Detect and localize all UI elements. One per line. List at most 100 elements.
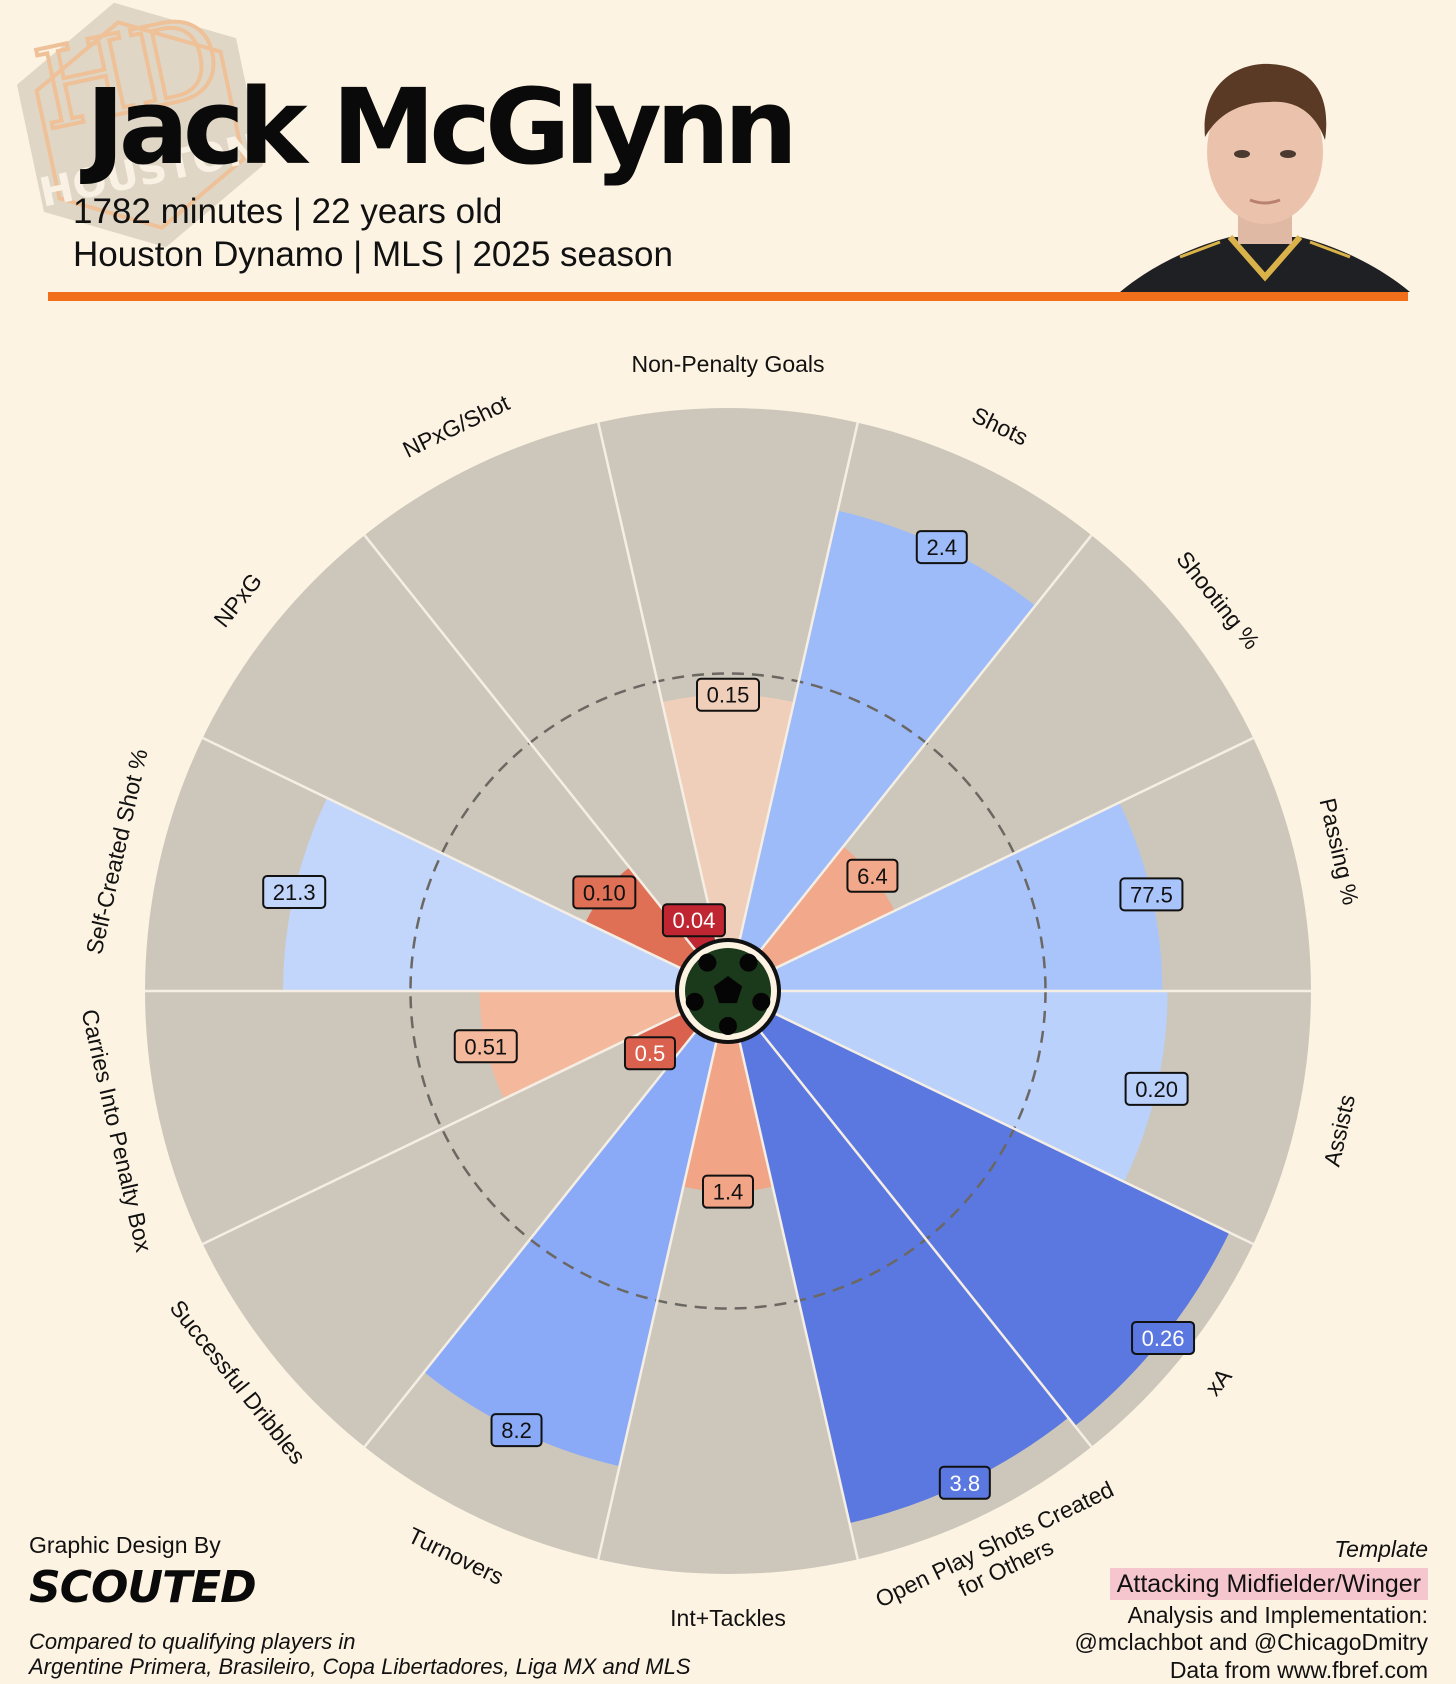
category-label-line: Turnovers bbox=[404, 1522, 508, 1590]
template-label: Template bbox=[1334, 1536, 1428, 1562]
radar-divider bbox=[363, 534, 697, 952]
value-label-text: 0.26 bbox=[1142, 1326, 1185, 1351]
soccer-ball-patch bbox=[752, 992, 771, 1011]
header-divider bbox=[48, 292, 1408, 301]
category-label-line: NPxG/Shot bbox=[398, 389, 513, 463]
value-label-text: 2.4 bbox=[926, 535, 957, 560]
radar-divider bbox=[774, 1012, 1254, 1246]
radar-divider bbox=[363, 1030, 697, 1448]
category-label-line: Carries Into Penalty Box bbox=[76, 1007, 157, 1255]
value-label: 77.5 bbox=[1119, 877, 1184, 912]
radar-bar bbox=[683, 1041, 773, 1192]
value-label: 2.4 bbox=[915, 530, 968, 565]
value-label: 0.15 bbox=[696, 677, 760, 712]
category-label: Non-Penalty Goals bbox=[631, 351, 824, 377]
radar-bar bbox=[760, 1013, 1230, 1427]
value-label: 0.26 bbox=[1131, 1320, 1196, 1355]
category-label: Passing % bbox=[1315, 796, 1365, 908]
radar-bar bbox=[283, 797, 682, 991]
category-label: NPxG/Shot bbox=[398, 389, 513, 463]
value-label: 8.2 bbox=[490, 1413, 543, 1448]
team-logo-watermark: HD HOUSTON bbox=[16, 0, 264, 248]
category-label-line: xA bbox=[1200, 1363, 1237, 1401]
value-label: 0.51 bbox=[453, 1029, 518, 1064]
soccer-ball-patch bbox=[719, 1017, 737, 1035]
category-label-line: NPxG bbox=[209, 568, 268, 632]
value-label: 3.8 bbox=[938, 1465, 991, 1500]
category-label: Assists bbox=[1319, 1092, 1361, 1169]
category-label-line: Shots bbox=[968, 402, 1032, 451]
radar-divider bbox=[597, 422, 718, 941]
category-label: xA bbox=[1200, 1363, 1237, 1401]
value-label-box bbox=[1124, 1071, 1189, 1106]
category-label-line: Passing % bbox=[1315, 796, 1365, 908]
value-label-box bbox=[702, 1174, 754, 1209]
category-label-line: Assists bbox=[1319, 1092, 1361, 1169]
player-photo bbox=[1120, 63, 1410, 292]
category-label: NPxG bbox=[209, 568, 268, 632]
player-team-league-season: Houston Dynamo | MLS | 2025 season bbox=[73, 235, 673, 274]
value-label: 0.04 bbox=[661, 903, 726, 938]
analysis-authors: @mclachbot and @ChicagoDmitry bbox=[1074, 1629, 1429, 1656]
radar-divider bbox=[738, 1041, 859, 1560]
value-label-text: 0.15 bbox=[707, 683, 750, 708]
value-label-text: 21.3 bbox=[273, 880, 316, 905]
data-source: Data from www.fbref.com bbox=[1169, 1656, 1428, 1683]
category-label: Turnovers bbox=[404, 1522, 508, 1590]
value-label-text: 8.2 bbox=[501, 1418, 532, 1443]
radar-chart: 0.15 2.4 6.4 77.5 0.20 0.26 3.8 1.4 8.2 0.5 0.51 21… bbox=[76, 351, 1365, 1631]
soccer-ball-patch bbox=[713, 976, 743, 1004]
value-label-text: 6.4 bbox=[857, 864, 888, 889]
soccer-ball-icon bbox=[675, 938, 781, 1044]
player-name: Jack McGlynn bbox=[86, 66, 798, 188]
radar-divider bbox=[759, 534, 1093, 952]
category-label-line: Non-Penalty Goals bbox=[631, 351, 824, 377]
value-label: 0.20 bbox=[1124, 1071, 1189, 1106]
radar-divider bbox=[597, 1041, 718, 1560]
value-label-box bbox=[938, 1465, 991, 1500]
comparison-line-1: Compared to qualifying players in bbox=[29, 1629, 356, 1654]
radar-bar bbox=[774, 991, 1168, 1182]
value-label-box bbox=[915, 530, 968, 565]
category-label: Int+Tackles bbox=[670, 1605, 786, 1631]
value-label: 0.10 bbox=[572, 875, 637, 910]
template-name-badge: Attacking Midfielder/Winger bbox=[1109, 1567, 1428, 1600]
soccer-ball-patch bbox=[739, 953, 758, 972]
category-label-line: Self-Created Shot % bbox=[81, 746, 153, 956]
template-info: Template Attacking Midfielder/Winger Ana… bbox=[1074, 1536, 1429, 1684]
radar-bar bbox=[662, 694, 794, 941]
value-label-text: 3.8 bbox=[950, 1471, 981, 1496]
radar-divider bbox=[738, 422, 859, 941]
analysis-label: Analysis and Implementation: bbox=[1127, 1601, 1428, 1628]
value-label-box bbox=[1119, 877, 1184, 912]
radar-bar bbox=[774, 802, 1163, 991]
value-label-box bbox=[623, 1036, 676, 1071]
value-label: 0.5 bbox=[623, 1036, 676, 1071]
radar-divider bbox=[759, 1030, 1093, 1448]
comparison-line-2: Argentine Primera, Brasileiro, Copa Libe… bbox=[29, 1654, 691, 1680]
value-label: 21.3 bbox=[262, 874, 327, 909]
value-label-text: 0.10 bbox=[583, 880, 626, 905]
value-label-box bbox=[262, 874, 327, 909]
category-label-line: Int+Tackles bbox=[670, 1605, 786, 1631]
category-label: Self-Created Shot % bbox=[81, 746, 153, 956]
value-label-text: 1.4 bbox=[713, 1180, 744, 1205]
category-label: Carries Into Penalty Box bbox=[76, 1007, 157, 1255]
radar-divider bbox=[202, 1012, 682, 1246]
value-label-box bbox=[490, 1413, 543, 1448]
value-label-text: 0.04 bbox=[673, 908, 716, 933]
soccer-ball-patch bbox=[698, 953, 717, 972]
value-label: 1.4 bbox=[702, 1174, 754, 1209]
value-label-box bbox=[696, 677, 760, 712]
radar-bar bbox=[479, 991, 682, 1099]
radar-divider bbox=[202, 736, 682, 970]
value-label-text: 0.20 bbox=[1135, 1077, 1178, 1102]
value-label-box bbox=[453, 1029, 518, 1064]
category-label: Shots bbox=[968, 402, 1032, 451]
player-minutes-age: 1782 minutes | 22 years old bbox=[73, 192, 503, 231]
design-credit-label: Graphic Design By bbox=[29, 1532, 221, 1558]
value-label-box bbox=[661, 903, 726, 938]
radar-divider bbox=[774, 736, 1254, 970]
value-label-text: 0.5 bbox=[635, 1041, 666, 1066]
value-label-box bbox=[846, 858, 899, 893]
